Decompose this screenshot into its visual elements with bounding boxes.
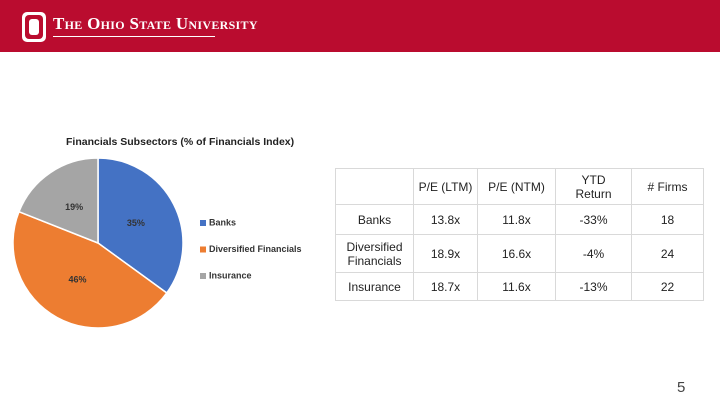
table: P/E (LTM) P/E (NTM) YTD Return # Firms B… (335, 168, 704, 301)
table-row: Diversified Financials 18.9x 16.6x -4% 24 (335, 234, 704, 273)
table-cell: 18.9x (413, 234, 478, 273)
column-header: P/E (NTM) (477, 168, 556, 205)
legend-label: Insurance (209, 270, 252, 280)
logo (22, 12, 46, 42)
legend-swatch (200, 220, 206, 226)
slice-label: 46% (69, 275, 87, 285)
pie-chart: Financials Subsectors (% of Financials I… (12, 136, 302, 329)
legend-label: Banks (209, 217, 236, 227)
legend-swatch (200, 273, 206, 279)
slice-label: 19% (65, 202, 83, 212)
pie-slice (12, 210, 168, 329)
table-cell: 11.8x (477, 204, 556, 235)
brand-rule (53, 36, 215, 37)
page-number: 5 (677, 379, 686, 396)
table-cell: 18.7x (413, 272, 478, 301)
table-cell: 16.6x (477, 234, 556, 273)
table-cell: -33% (555, 204, 632, 235)
legend-label: Diversified Financials (209, 244, 302, 254)
slice-label: 35% (127, 218, 145, 228)
brand: The Ohio State University (53, 14, 258, 33)
legend-swatch (200, 246, 206, 253)
row-header: Insurance (335, 272, 414, 301)
corner-cell (335, 168, 414, 205)
pie-slice (17, 157, 99, 245)
column-header: P/E (LTM) (413, 168, 478, 205)
table-row: Insurance 18.7x 11.6x -13% 22 (335, 272, 704, 301)
table-cell: 13.8x (413, 204, 478, 235)
pie-slice (97, 157, 184, 295)
table-cell: -4% (555, 234, 632, 273)
table-cell: 18 (631, 204, 704, 235)
table-cell: 11.6x (477, 272, 556, 301)
chart-title: Financials Subsectors (% of Financials I… (66, 136, 294, 148)
header-bar: The Ohio State University (0, 0, 720, 52)
row-header: Diversified Financials (335, 234, 414, 273)
row-header: Banks (335, 204, 414, 235)
column-header: YTD Return (555, 168, 632, 205)
table-row: Banks 13.8x 11.8x -33% 18 (335, 204, 704, 235)
table-cell: -13% (555, 272, 632, 301)
table-cell: 24 (631, 234, 704, 273)
column-header: # Firms (631, 168, 704, 205)
table-cell: 22 (631, 272, 704, 301)
